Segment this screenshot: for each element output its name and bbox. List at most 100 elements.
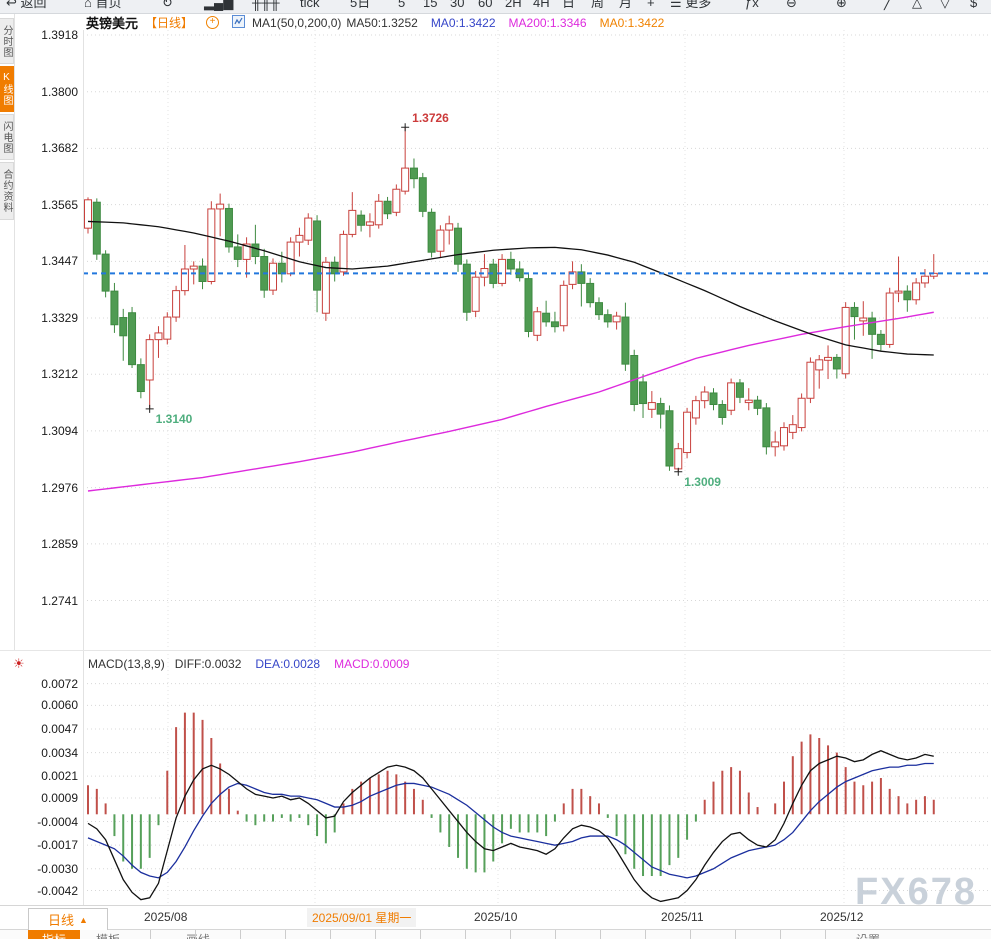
date-label: 2025/08 bbox=[144, 910, 188, 924]
candle-body bbox=[762, 407, 771, 448]
date-label: 2025/10 bbox=[474, 910, 518, 924]
zoom-out-button[interactable]: ⊖ bbox=[786, 0, 797, 10]
candle-body bbox=[242, 243, 251, 260]
period-weekly-button[interactable]: 周 bbox=[591, 0, 605, 10]
extreme-cross-marker bbox=[674, 467, 683, 476]
period-daily-button[interactable]: 日 bbox=[562, 0, 576, 10]
triangle-up-icon: ▲ bbox=[79, 914, 88, 925]
period-15m-button[interactable]: 15 bbox=[423, 0, 438, 10]
price-axis-label: 1.2741 bbox=[41, 593, 78, 608]
candle-body bbox=[383, 200, 392, 215]
extreme-cross-marker bbox=[401, 123, 410, 132]
candle-body bbox=[859, 317, 868, 322]
bottom-tab-item[interactable]: 画线 bbox=[186, 931, 210, 939]
candle-body bbox=[832, 356, 841, 370]
candle-body bbox=[189, 265, 198, 270]
bottom-tick bbox=[240, 930, 241, 939]
candle-body bbox=[779, 427, 788, 447]
macd-settings-icon[interactable]: ☀ bbox=[13, 656, 25, 671]
candle-body bbox=[427, 211, 436, 253]
bottom-tick bbox=[825, 930, 826, 939]
macd-axis-label: -0.0030 bbox=[37, 861, 78, 876]
refresh-button[interactable]: ↻ bbox=[162, 0, 173, 10]
candle-body bbox=[639, 381, 648, 405]
macd-axis-label: 0.0047 bbox=[41, 721, 78, 736]
candle-body bbox=[550, 321, 559, 328]
candle-body bbox=[603, 314, 612, 323]
back-button[interactable]: ↩ 返回 bbox=[6, 0, 47, 10]
candle-body bbox=[172, 290, 181, 318]
price-axis-label: 1.3447 bbox=[41, 254, 78, 269]
sidebar-tab-kline[interactable]: K线图 bbox=[0, 66, 14, 112]
period-5d-button[interactable]: 5日 bbox=[350, 0, 371, 10]
period-monthly-button[interactable]: 月 bbox=[619, 0, 633, 10]
period-60m-button[interactable]: 60 bbox=[478, 0, 493, 10]
candle-body bbox=[498, 258, 507, 284]
candle-body bbox=[709, 392, 718, 406]
bar-chart-button[interactable]: ▂▄▆ bbox=[204, 0, 234, 10]
candle-body bbox=[885, 292, 894, 345]
macd-title: MACD(13,8,9) bbox=[88, 657, 165, 671]
candle-body bbox=[771, 441, 780, 448]
price-axis-label: 1.3565 bbox=[41, 197, 78, 212]
bottom-tab-item[interactable]: 设置 bbox=[856, 931, 880, 939]
bottom-tick bbox=[285, 930, 286, 939]
date-label: 2025/12 bbox=[820, 910, 864, 924]
add-circle-icon[interactable]: + bbox=[206, 16, 220, 29]
zoom-in-button[interactable]: ⊕ bbox=[836, 0, 847, 10]
candle-body bbox=[357, 214, 366, 226]
candle-body bbox=[735, 382, 744, 398]
add-button[interactable]: + bbox=[647, 0, 655, 10]
sidebar-tab-lightning[interactable]: 闪电图 bbox=[0, 114, 14, 160]
triangle-up-button[interactable]: △ bbox=[912, 0, 922, 10]
bottom-tab-active[interactable]: 指标 bbox=[28, 930, 81, 939]
date-label: 2025/11 bbox=[661, 910, 704, 924]
draw-button[interactable]: ╱ bbox=[884, 0, 892, 10]
price-axis-label: 1.2859 bbox=[41, 536, 78, 551]
candle-body bbox=[533, 311, 542, 336]
period-2h-button[interactable]: 2H bbox=[505, 0, 522, 10]
chart-header: 英镑美元 【日线】 + MA1(50,0,200,0) MA50:1.3252 … bbox=[86, 14, 665, 31]
candle-body bbox=[621, 316, 630, 365]
candle-body bbox=[727, 382, 736, 411]
home-button[interactable]: ⌂ 首页 bbox=[84, 0, 122, 10]
candle-body bbox=[612, 315, 621, 323]
more-button[interactable]: ☰ 更多 bbox=[670, 0, 712, 10]
candle-body bbox=[559, 284, 568, 327]
tick-button[interactable]: tick bbox=[300, 0, 320, 10]
period-30m-button[interactable]: 30 bbox=[450, 0, 465, 10]
bottom-tick bbox=[690, 930, 691, 939]
sidebar-tab-timeshare[interactable]: 分时图 bbox=[0, 18, 14, 64]
bottom-tick bbox=[150, 930, 151, 939]
date-label: 2025/09/01 星期一 bbox=[307, 908, 417, 927]
bottom-tick bbox=[780, 930, 781, 939]
candle-body bbox=[912, 282, 921, 301]
candle-chart-button[interactable]: ╫╫╫ bbox=[252, 0, 280, 10]
dollar-button[interactable]: $ bbox=[970, 0, 978, 10]
candle-body bbox=[788, 424, 797, 433]
watermark: FX678 bbox=[855, 871, 977, 913]
candle-chart-icon[interactable] bbox=[232, 14, 246, 31]
period-4h-button[interactable]: 4H bbox=[533, 0, 550, 10]
candle-body bbox=[321, 261, 330, 314]
sidebar-divider bbox=[14, 14, 15, 650]
ma0-value-orange: MA0:1.3422 bbox=[599, 15, 665, 30]
triangle-down-button[interactable]: ▽ bbox=[940, 0, 950, 10]
period-5m-button[interactable]: 5 bbox=[398, 0, 406, 10]
candle-body bbox=[180, 268, 189, 292]
bottom-tab-item[interactable]: 模板 bbox=[96, 931, 120, 939]
period-selector-button[interactable]: 日线 ▲ bbox=[28, 908, 108, 931]
dea-line bbox=[87, 762, 934, 879]
price-axis-label: 1.3800 bbox=[41, 84, 78, 99]
price-axis-label: 1.2976 bbox=[41, 480, 78, 495]
candle-body bbox=[568, 271, 577, 285]
fx-indicator-button[interactable]: ƒx bbox=[745, 0, 759, 10]
candle-body bbox=[683, 411, 692, 454]
annotation-1.3726: 1.3726 bbox=[412, 111, 449, 126]
sidebar-tab-contract-info[interactable]: 合约资料 bbox=[0, 162, 14, 220]
candle-body bbox=[392, 188, 401, 213]
candle-body bbox=[920, 275, 929, 284]
candle-body bbox=[797, 397, 806, 429]
annotation-1.3009: 1.3009 bbox=[684, 474, 721, 489]
